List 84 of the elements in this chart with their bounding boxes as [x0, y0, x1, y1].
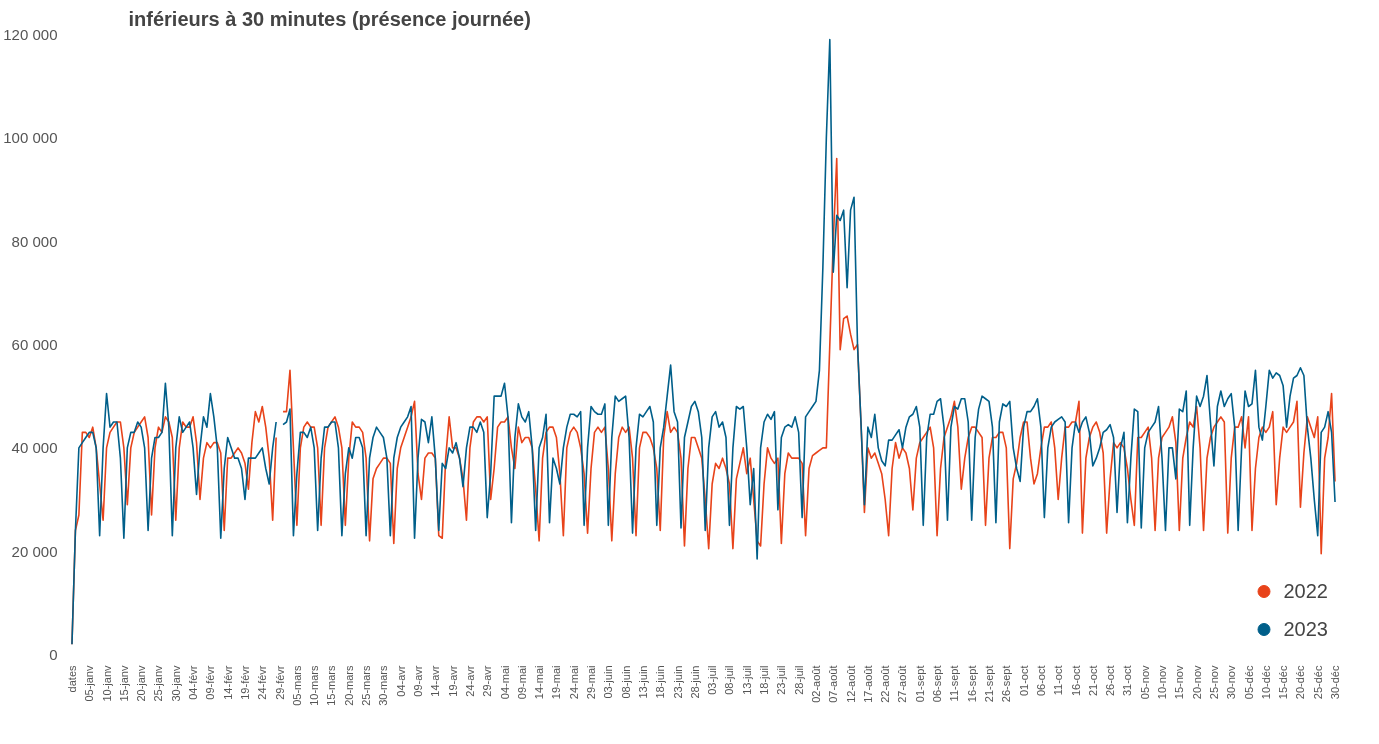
y-tick-label: 80 000: [11, 232, 58, 250]
x-tick-label: 08-juil: [723, 665, 736, 695]
x-tick-label: 09-avr: [412, 665, 425, 697]
x-tick-label: 10-janv: [100, 665, 113, 702]
x-tick-label: 01-sept: [913, 665, 926, 703]
x-tick-label: 29-mai: [585, 665, 598, 700]
x-tick-label: 23-juil: [775, 665, 788, 695]
x-tick-label: 13-juil: [740, 665, 753, 695]
x-tick-label: 31-oct: [1121, 665, 1134, 697]
x-tick-label: 19-mai: [550, 665, 563, 700]
x-tick-label: 16-oct: [1069, 665, 1082, 697]
x-tick-label: 21-sept: [982, 665, 995, 703]
x-tick-label: 10-mars: [308, 665, 321, 706]
x-tick-label: 19-avr: [446, 665, 459, 697]
x-tick-label: 28-juil: [792, 665, 805, 695]
x-tick-label: 05-janv: [83, 665, 96, 702]
x-tick-label: 09-févr: [204, 665, 217, 700]
x-tick-label: 20-déc: [1294, 665, 1307, 700]
y-tick-label: 20 000: [11, 542, 58, 560]
x-tick-label: 20-janv: [135, 665, 148, 702]
y-tick-label: 60 000: [11, 336, 58, 353]
x-tick-label: 15-janv: [117, 665, 130, 702]
legend-label: 2023: [1283, 617, 1328, 641]
x-tick-label: 24-avr: [463, 665, 476, 697]
x-tick-label: 13-juin: [636, 665, 649, 699]
x-tick-label: 14-avr: [429, 665, 442, 697]
x-tick-label: 25-nov: [1207, 665, 1220, 700]
y-tick-label: 120 000: [3, 26, 58, 43]
x-tick-label: 15-nov: [1173, 665, 1186, 700]
x-tick-label: 30-janv: [169, 665, 182, 702]
x-tick-label: 14-mai: [533, 665, 546, 700]
x-tick-label: 23-juin: [671, 665, 684, 699]
x-tick-label: 05-mars: [290, 665, 303, 706]
legend-label: 2022: [1283, 579, 1328, 603]
x-tick-label: 27-août: [896, 665, 909, 703]
x-tick-label: 02-août: [809, 665, 822, 703]
x-tick-label: 06-oct: [1034, 665, 1047, 697]
x-tick-label: 11-oct: [1052, 665, 1065, 696]
x-tick-label: 15-déc: [1277, 665, 1290, 700]
x-tick-label: 18-juin: [654, 665, 667, 699]
x-tick-label: 17-août: [861, 665, 874, 703]
x-tick-label: 29-avr: [481, 665, 494, 697]
x-tick-label: 26-sept: [1000, 665, 1013, 703]
x-tick-label: 08-juin: [619, 665, 632, 699]
x-tick-label: 18-juil: [758, 665, 771, 695]
x-tick-label: 12-août: [844, 665, 857, 703]
x-tick-label: 01-oct: [1017, 665, 1030, 697]
x-tick-label: dates: [65, 665, 78, 693]
x-tick-label: 30-déc: [1329, 665, 1342, 700]
x-tick-label: 15-mars: [325, 665, 338, 706]
x-tick-label: 21-oct: [1086, 665, 1099, 697]
x-tick-label: 07-août: [827, 665, 840, 703]
x-tick-label: 28-juin: [688, 665, 701, 699]
x-tick-label: 05-nov: [1138, 665, 1151, 700]
y-tick-label: 0: [49, 646, 58, 663]
x-tick-label: 06-sept: [931, 665, 944, 703]
x-tick-label: 11-sept: [948, 665, 961, 702]
x-tick-label: 26-oct: [1104, 665, 1117, 697]
x-tick-label: 30-nov: [1225, 665, 1238, 700]
y-tick-label: 40 000: [11, 439, 58, 457]
x-tick-label: 20-mars: [342, 665, 355, 706]
x-tick-label: 04-févr: [187, 665, 200, 700]
x-tick-label: 03-juin: [602, 665, 615, 699]
x-tick-label: 24-mai: [567, 665, 580, 700]
x-tick-label: 24-févr: [256, 665, 269, 700]
x-tick-label: 14-févr: [221, 665, 234, 700]
x-tick-label: 29-févr: [273, 665, 286, 700]
x-tick-label: 10-déc: [1259, 665, 1272, 700]
x-tick-label: 03-juil: [706, 665, 719, 695]
x-tick-label: 20-nov: [1190, 665, 1203, 700]
x-tick-label: 25-mars: [360, 665, 373, 706]
x-tick-label: 09-mai: [515, 665, 528, 700]
x-tick-label: 05-déc: [1242, 665, 1255, 700]
x-tick-label: 19-févr: [238, 665, 251, 700]
x-tick-label: 22-août: [879, 665, 892, 703]
x-tick-label: 25-déc: [1311, 665, 1324, 700]
y-tick-label: 100 000: [3, 129, 58, 147]
x-tick-label: 25-janv: [152, 665, 165, 702]
x-tick-label: 30-mars: [377, 665, 390, 706]
x-tick-label: 10-nov: [1156, 665, 1169, 700]
chart-title: inférieurs à 30 minutes (présence journée): [128, 7, 531, 30]
x-tick-label: 04-avr: [394, 665, 407, 697]
x-tick-label: 16-sept: [965, 665, 978, 703]
x-tick-label: 04-mai: [498, 665, 511, 700]
